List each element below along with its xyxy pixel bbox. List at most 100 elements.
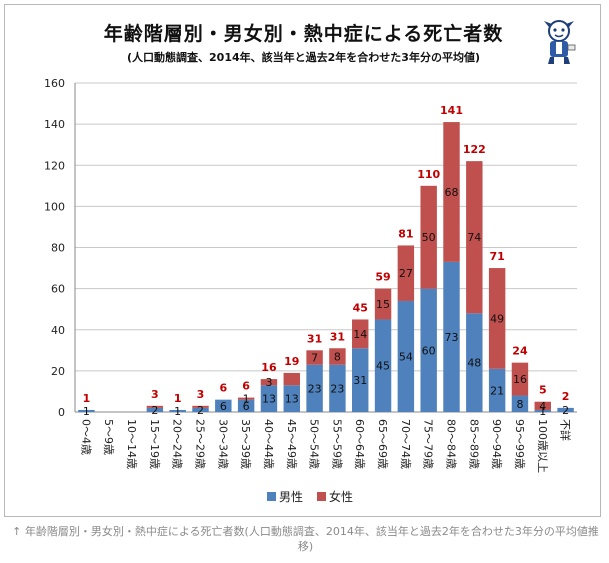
bar-female	[146, 405, 164, 408]
data-label-female: 14	[353, 328, 367, 341]
bar-female	[488, 268, 506, 369]
data-label-total: 122	[463, 143, 486, 156]
data-label-female: 74	[467, 231, 481, 244]
bar-male	[329, 364, 346, 412]
data-label-total: 141	[440, 104, 463, 117]
bar-male	[466, 313, 483, 412]
chart-frame: 年齢階層別・男女別・熱中症による死亡者数 (人口動態調査、2014年、該当年と過…	[4, 4, 601, 517]
data-label-male: 2	[151, 404, 158, 417]
data-label-male: 6	[220, 400, 227, 413]
data-label-total: 3	[197, 388, 205, 401]
data-label-male: 1	[539, 405, 546, 418]
x-tick-label: 60〜64歳	[353, 419, 366, 469]
data-label-total: 81	[398, 227, 413, 240]
bar-female	[260, 379, 278, 386]
data-label-female: 8	[334, 350, 341, 363]
bar-female	[397, 245, 415, 301]
bar-female	[192, 405, 209, 408]
data-label-total: 24	[512, 345, 528, 358]
data-label-male: 21	[490, 384, 504, 397]
bar-female	[466, 161, 483, 314]
x-tick-label: 50〜54歳	[308, 419, 321, 469]
bar-female	[283, 372, 300, 386]
legend-label-male: 男性	[279, 490, 303, 504]
data-label-total: 5	[539, 384, 547, 397]
x-tick-label: 10〜14歳	[125, 419, 138, 469]
x-tick-label: 30〜34歳	[216, 419, 229, 469]
bar-male	[169, 409, 186, 412]
data-label-male: 1	[83, 405, 90, 418]
bar-male	[306, 364, 323, 412]
x-tick-label: 70〜74歳	[399, 419, 412, 469]
data-label-female: 16	[513, 373, 527, 386]
bar-male	[78, 409, 95, 412]
figure-caption: ↑ 年齢階層別・男女別・熱中症による死亡者数(人口動態調査、2014年、該当年と…	[12, 525, 599, 553]
bar-male	[420, 288, 437, 412]
data-label-total: 59	[375, 271, 390, 284]
bar-female	[329, 348, 346, 365]
data-label-male: 45	[376, 360, 390, 373]
data-label-female: 1	[243, 393, 250, 406]
data-label-male: 23	[330, 382, 344, 395]
data-label-male: 60	[422, 344, 436, 357]
mascot-icon	[544, 20, 576, 64]
data-label-male: 31	[353, 374, 367, 387]
bar-male	[557, 407, 574, 412]
data-label-total: 71	[489, 250, 504, 263]
data-label-male: 13	[285, 393, 299, 406]
data-label-male: 23	[308, 382, 322, 395]
data-label-total: 19	[284, 355, 299, 368]
legend-swatch-male	[267, 492, 276, 501]
data-label-male: 1	[174, 405, 181, 418]
bar-male	[260, 385, 278, 412]
y-tick-label: 140	[44, 118, 65, 131]
bar-male	[283, 385, 300, 412]
y-tick-label: 160	[44, 77, 65, 90]
data-label-female: 49	[490, 312, 504, 325]
data-label-male: 13	[262, 393, 276, 406]
data-label-male: 6	[243, 400, 250, 413]
data-label-female: 50	[422, 231, 436, 244]
x-tick-label: 100歳以上	[536, 419, 549, 473]
data-label-total: 1	[174, 392, 182, 405]
bar-female	[237, 397, 255, 400]
bar-male	[443, 261, 460, 412]
data-label-total: 3	[151, 388, 159, 401]
bar-female	[511, 362, 529, 396]
y-tick-label: 60	[51, 283, 65, 296]
data-label-total: 110	[417, 168, 440, 181]
chart-title: 年齢階層別・男女別・熱中症による死亡者数	[103, 23, 504, 45]
bar-male	[237, 399, 255, 412]
data-label-female: 3	[265, 376, 272, 389]
x-tick-label: 75〜79歳	[422, 419, 435, 469]
data-label-male: 73	[445, 331, 459, 344]
data-label-total: 1	[83, 392, 91, 405]
data-label-total: 31	[330, 330, 345, 343]
x-tick-label: 40〜44歳	[262, 419, 275, 469]
y-tick-label: 100	[44, 200, 65, 213]
data-label-female: 68	[445, 186, 459, 199]
bar-female	[374, 288, 392, 320]
x-tick-label: 25〜29歳	[194, 419, 207, 469]
data-label-female: 27	[399, 267, 413, 280]
bar-male	[488, 368, 506, 412]
data-label-male: 8	[516, 398, 523, 411]
x-tick-label: 80〜84歳	[445, 419, 458, 469]
x-tick-label: 0〜4歳	[79, 419, 92, 455]
x-tick-label: 85〜89歳	[467, 419, 480, 469]
bar-male	[352, 348, 369, 412]
data-label-female: 7	[311, 352, 318, 365]
bar-male	[511, 395, 529, 412]
x-tick-label: 45〜49歳	[285, 419, 298, 469]
y-tick-label: 120	[44, 159, 65, 172]
data-label-male: 2	[562, 404, 569, 417]
y-tick-label: 40	[51, 324, 65, 337]
x-tick-label: 95〜99歳	[513, 419, 526, 469]
y-tick-label: 20	[51, 365, 65, 378]
x-tick-label: 55〜59歳	[330, 419, 343, 469]
data-label-male: 48	[467, 357, 481, 370]
data-label-total: 16	[261, 361, 277, 374]
data-label-female: 15	[376, 298, 390, 311]
data-label-male: 2	[197, 404, 204, 417]
